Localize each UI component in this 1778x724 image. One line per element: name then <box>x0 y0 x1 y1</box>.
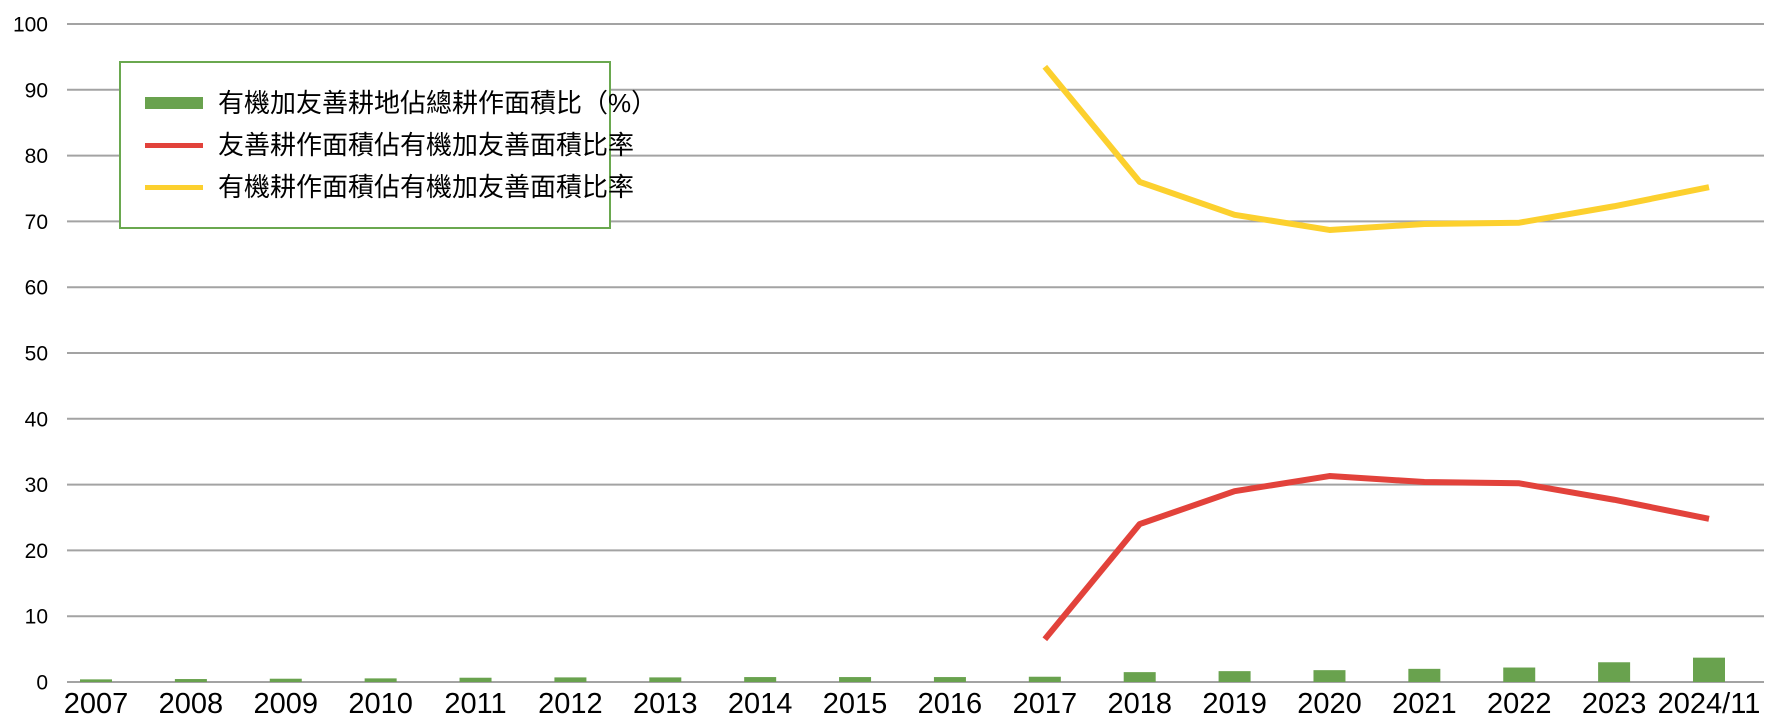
x-axis-label: 2009 <box>254 688 319 720</box>
x-axis-label: 2016 <box>918 688 983 720</box>
y-tick-label: 100 <box>13 14 48 37</box>
x-axis-label: 2023 <box>1582 688 1647 720</box>
x-axis-label: 2015 <box>823 688 888 720</box>
bar-2017 <box>1028 676 1061 682</box>
x-axis-label: 2019 <box>1202 688 1267 720</box>
x-axis-label: 2020 <box>1297 688 1362 720</box>
bar-2022 <box>1503 667 1536 682</box>
legend-item: 有機耕作面積佔有機加友善面積比率 <box>145 166 634 208</box>
legend-item: 有機加友善耕地佔總耕作面積比（%） <box>145 82 657 124</box>
bar-2011 <box>459 677 492 682</box>
legend: 有機加友善耕地佔總耕作面積比（%） 友善耕作面積佔有機加友善面積比率 有機耕作面… <box>119 61 657 229</box>
y-tick-label: 80 <box>25 145 48 168</box>
legend-item: 友善耕作面積佔有機加友善面積比率 <box>145 124 634 166</box>
x-axis-label: 2008 <box>159 688 224 720</box>
bar-2008 <box>174 679 207 682</box>
legend-swatch-yellow-line <box>145 184 203 190</box>
x-axis-label: 2010 <box>348 688 413 720</box>
bar-2024/11 <box>1693 657 1725 682</box>
legend-swatch-bar <box>145 97 203 109</box>
bar-2020 <box>1313 670 1346 682</box>
bar-2015 <box>839 677 872 682</box>
x-axis-label: 2014 <box>728 688 793 720</box>
legend-label: 友善耕作面積佔有機加友善面積比率 <box>218 130 635 160</box>
bar-2023 <box>1598 662 1631 682</box>
y-tick-label: 50 <box>25 343 48 366</box>
bar-2013 <box>649 677 682 682</box>
legend-swatch-red-line <box>145 142 203 148</box>
bar-2010 <box>364 678 397 682</box>
bar-2012 <box>554 677 587 682</box>
x-axis-label: 2018 <box>1107 688 1172 720</box>
y-tick-label: 40 <box>25 408 48 431</box>
y-tick-label: 10 <box>25 606 48 629</box>
x-axis-label: 2007 <box>64 688 129 720</box>
bar-2016 <box>933 677 966 682</box>
line-series <box>1042 473 1710 642</box>
x-axis-label: 2011 <box>444 688 506 720</box>
legend-label: 有機耕作面積佔有機加友善面積比率 <box>218 172 635 202</box>
bar-2021 <box>1408 668 1441 682</box>
y-tick-label: 0 <box>36 672 48 695</box>
bar-2018 <box>1123 672 1156 682</box>
line-series <box>1042 64 1710 233</box>
x-axis-label: 2022 <box>1487 688 1552 720</box>
y-tick-label: 60 <box>25 277 48 300</box>
x-axis-label: 2021 <box>1392 688 1457 720</box>
legend-label: 有機加友善耕地佔總耕作面積比（%） <box>218 88 658 118</box>
x-axis-label: 2017 <box>1013 688 1078 720</box>
bar-2014 <box>744 677 777 682</box>
bar-2007 <box>80 679 112 682</box>
x-axis-label: 2024/11 <box>1658 688 1761 720</box>
y-tick-label: 30 <box>25 474 48 497</box>
x-axis-label: 2013 <box>633 688 698 720</box>
bar-2009 <box>269 678 302 682</box>
y-tick-label: 90 <box>25 79 48 102</box>
y-tick-label: 70 <box>25 211 48 234</box>
bar-2019 <box>1218 671 1251 682</box>
y-tick-label: 20 <box>25 540 48 563</box>
x-axis-label: 2012 <box>538 688 603 720</box>
